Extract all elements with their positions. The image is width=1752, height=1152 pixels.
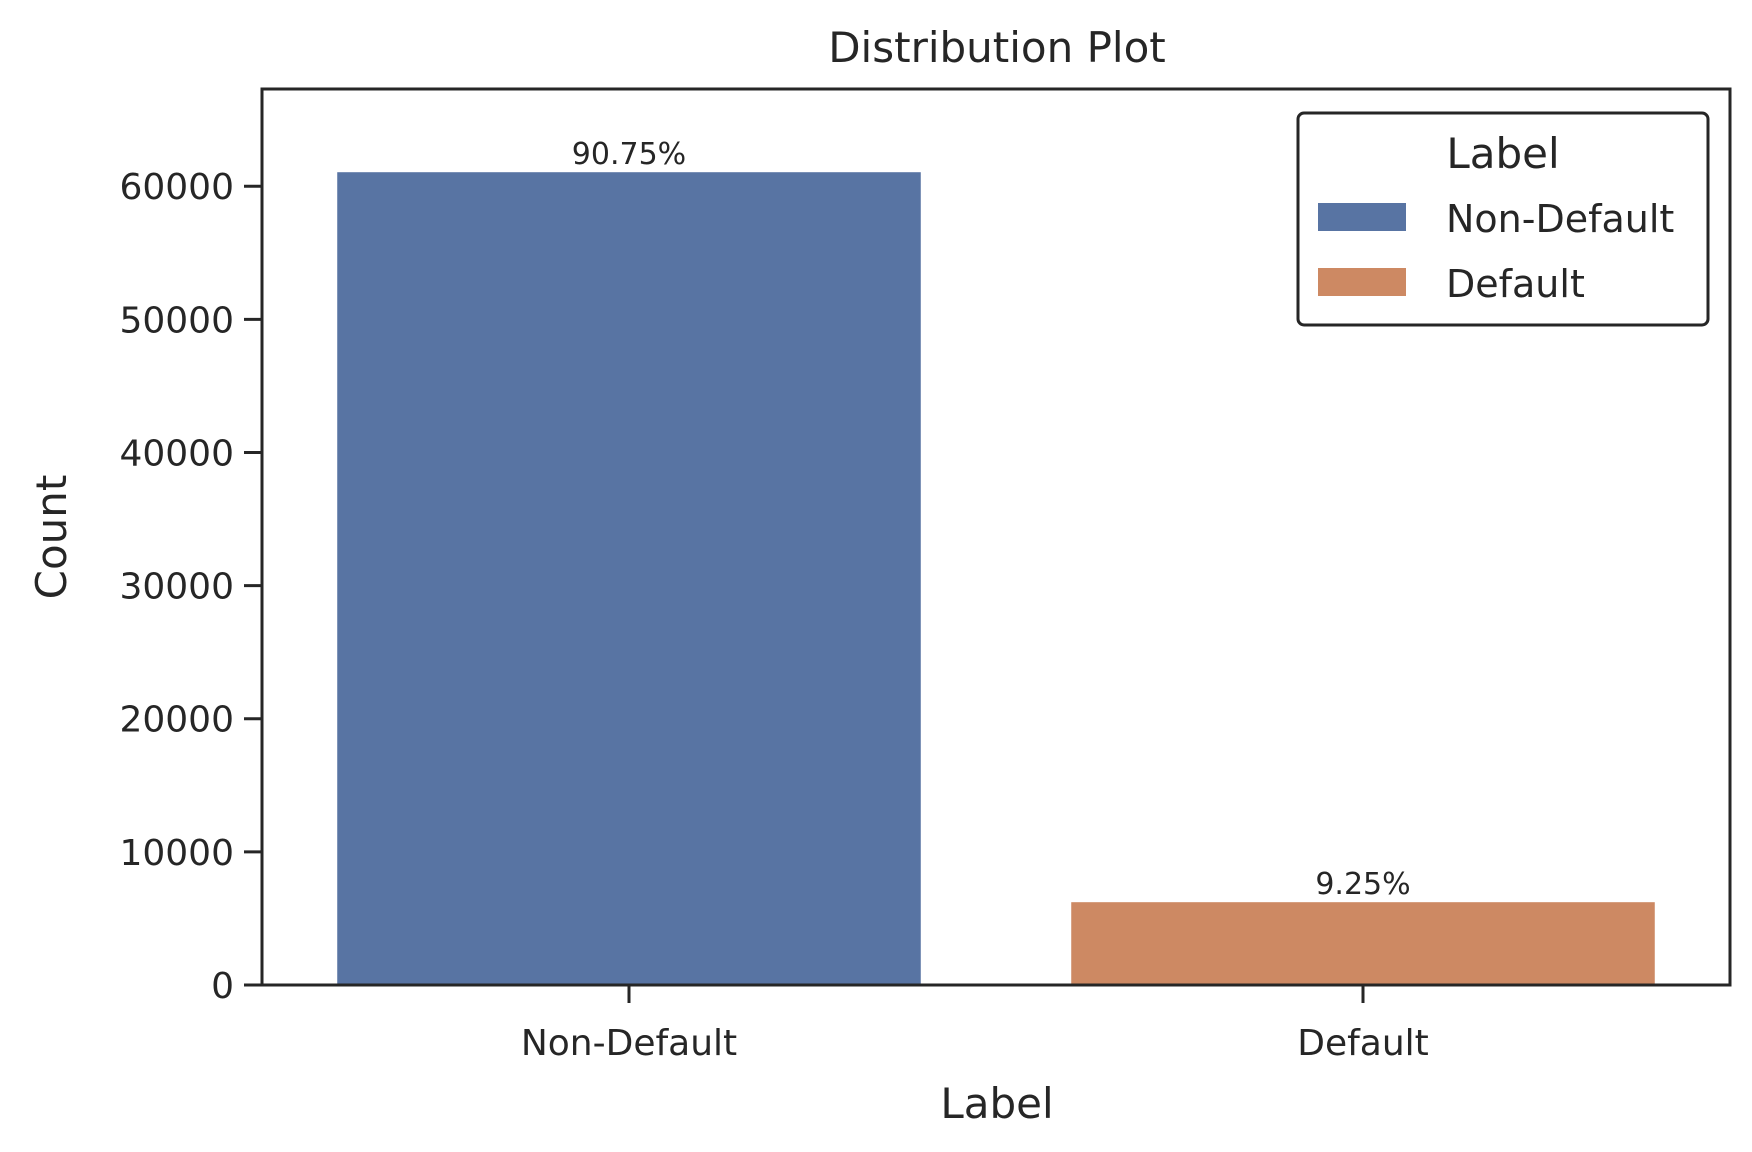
y-tick-label-50000: 50000: [119, 300, 234, 341]
legend-swatch-default: [1318, 268, 1406, 296]
y-tick-label-30000: 30000: [119, 567, 234, 608]
bar-label-non-default: 90.75%: [572, 137, 686, 172]
y-tick-label-0: 0: [211, 966, 234, 1007]
x-axis-ticks: Non-Default Default: [521, 985, 1429, 1064]
x-tick-label-default: Default: [1297, 1023, 1429, 1064]
y-axis-ticks: 0 10000 20000 30000 40000 50000 60000: [119, 167, 262, 1007]
chart-title: Distribution Plot: [828, 23, 1166, 72]
legend-entry-default: Default: [1446, 262, 1585, 306]
plot-frame: [260, 87, 1732, 987]
legend-swatch-non-default: [1318, 203, 1406, 231]
legend-entry-non-default: Non-Default: [1446, 197, 1674, 241]
bar-label-default: 9.25%: [1315, 867, 1410, 902]
x-axis-label: Label: [940, 1079, 1053, 1128]
y-tick-label-40000: 40000: [119, 433, 234, 474]
y-tick-label-20000: 20000: [119, 700, 234, 741]
x-tick-label-non-default: Non-Default: [521, 1023, 737, 1064]
bars-group: [337, 172, 1655, 986]
bar-labels-group: 90.75% 9.25%: [572, 137, 1411, 902]
y-tick-label-10000: 10000: [119, 833, 234, 874]
legend-title: Label: [1446, 129, 1559, 178]
y-axis-label: Count: [27, 475, 76, 600]
legend: Label Non-Default Default: [1296, 111, 1710, 327]
y-tick-label-60000: 60000: [119, 167, 234, 208]
bar-non-default: [337, 172, 921, 986]
bar-default: [1071, 902, 1655, 985]
